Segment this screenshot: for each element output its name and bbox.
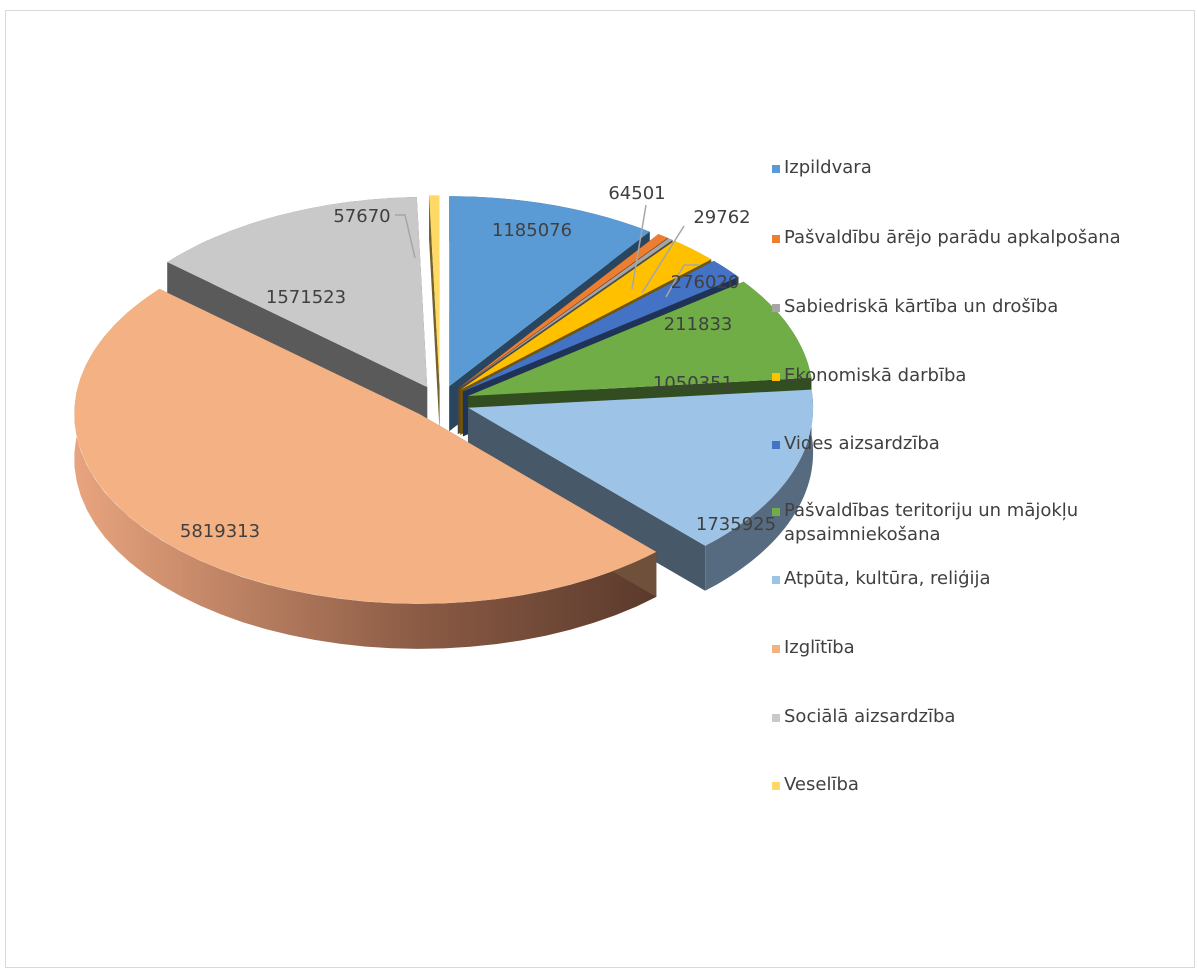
legend-item: Veselība [772, 773, 1192, 797]
legend-label: Pašvaldības teritoriju un mājokļu apsaim… [784, 499, 1192, 547]
data-label: 57670 [333, 206, 390, 227]
data-label: 29762 [693, 207, 750, 228]
data-label: 1735925 [696, 514, 776, 535]
legend-swatch [772, 782, 780, 790]
legend-swatch [772, 235, 780, 243]
legend-label: Ekonomiskā darbība [784, 364, 1192, 388]
legend-label: Vides aizsardzība [784, 432, 1192, 456]
legend-label: Izglītība [784, 636, 1192, 660]
legend-swatch [772, 304, 780, 312]
legend-item: Ekonomiskā darbība [772, 364, 1192, 388]
data-label: 64501 [608, 183, 665, 204]
data-label: 276020 [671, 272, 740, 293]
legend-item: Atpūta, kultūra, reliģija [772, 567, 1192, 591]
legend-label: Sabiedriskā kārtība un drošība [784, 295, 1192, 319]
pie-slice-10 [429, 196, 439, 386]
legend-swatch [772, 508, 780, 516]
data-label: 1571523 [266, 287, 346, 308]
data-label: 1185076 [492, 220, 572, 241]
legend-item: Sabiedriskā kārtība un drošība [772, 295, 1192, 319]
legend-item: Vides aizsardzība [772, 432, 1192, 456]
legend-item: Izglītība [772, 636, 1192, 660]
legend-item: Sociālā aizsardzība [772, 705, 1192, 729]
data-label: 211833 [664, 314, 733, 335]
legend-swatch [772, 441, 780, 449]
data-label: 5819313 [180, 521, 260, 542]
legend-swatch [772, 645, 780, 653]
legend-item: Izpildvara [772, 156, 1192, 180]
legend-label: Izpildvara [784, 156, 1192, 180]
legend-label: Veselība [784, 773, 1192, 797]
legend-swatch [772, 373, 780, 381]
legend-item: Pašvaldību ārējo parādu apkalpošana [772, 226, 1192, 250]
legend-swatch [772, 165, 780, 173]
legend-label: Atpūta, kultūra, reliģija [784, 567, 1192, 591]
legend-swatch [772, 576, 780, 584]
legend-swatch [772, 714, 780, 722]
legend-item: Pašvaldības teritoriju un mājokļu apsaim… [772, 499, 1192, 547]
legend-label: Sociālā aizsardzība [784, 705, 1192, 729]
data-label: 1050351 [653, 373, 733, 394]
legend-label: Pašvaldību ārējo parādu apkalpošana [784, 226, 1192, 250]
